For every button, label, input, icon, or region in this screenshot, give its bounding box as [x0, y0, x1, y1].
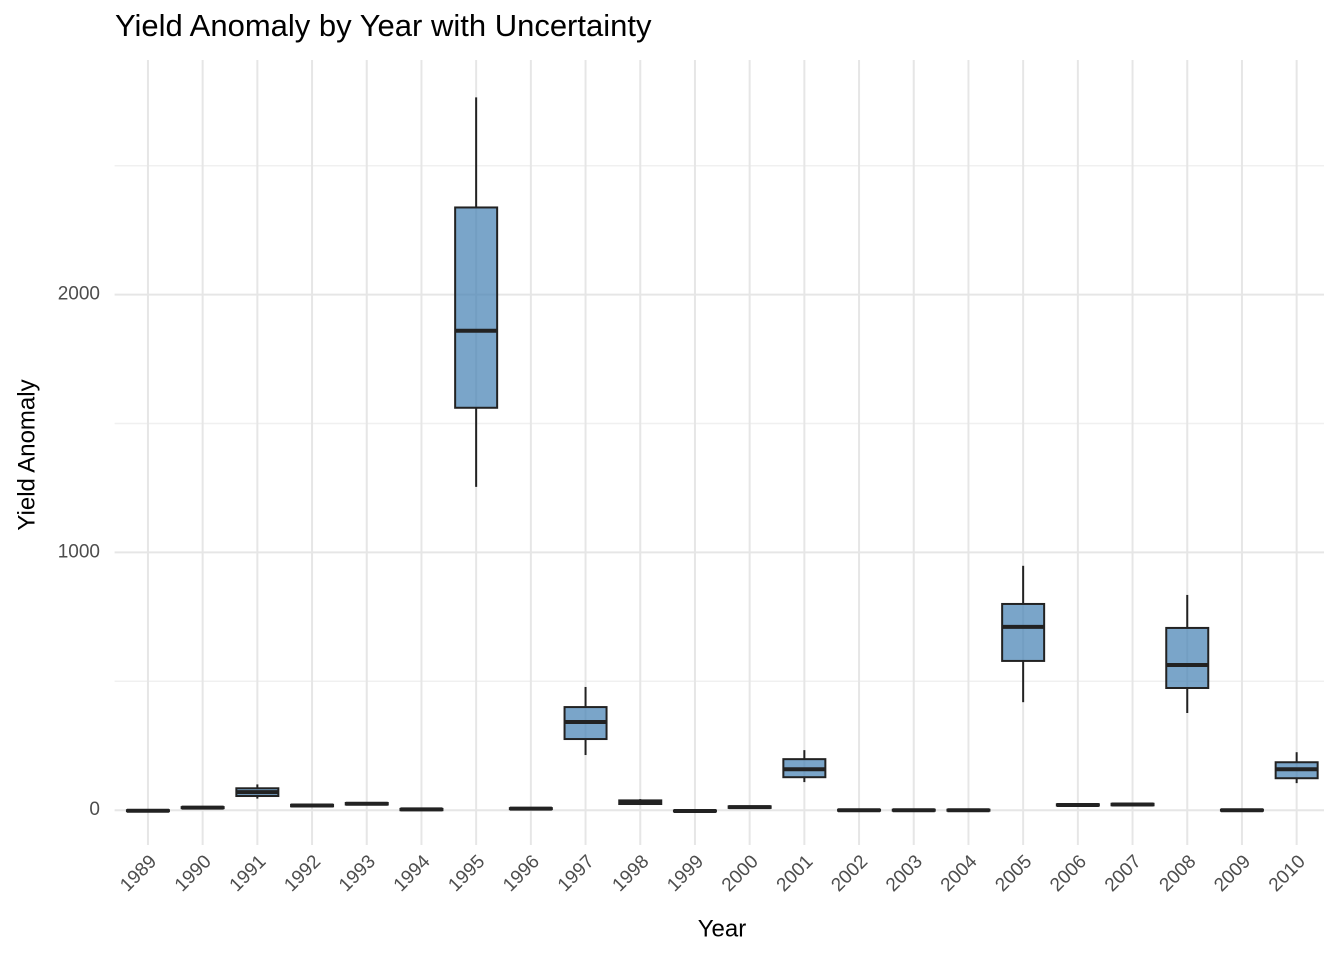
x-tick-label: 1991	[226, 851, 271, 896]
x-tick-label: 2004	[937, 851, 982, 896]
x-tick-label: 2003	[882, 851, 927, 896]
chart-title: Yield Anomaly by Year with Uncertainty	[115, 8, 652, 43]
box	[1165, 626, 1210, 689]
x-axis-title: Year	[698, 915, 747, 942]
x-tick-label: 2005	[991, 851, 1036, 896]
x-tick-label: 1996	[499, 851, 544, 896]
x-tick-label: 2006	[1046, 851, 1091, 896]
x-tick-label: 2002	[827, 851, 872, 896]
x-tick-label: 1997	[554, 851, 599, 896]
x-tick-label: 2010	[1265, 851, 1310, 896]
y-tick-label: 0	[89, 799, 100, 820]
x-tick-label: 1990	[171, 851, 216, 896]
x-tick-label: 2008	[1156, 851, 1201, 896]
x-tick-label: 1999	[663, 851, 708, 896]
box	[454, 206, 499, 409]
y-axis-title: Yield Anomaly	[13, 379, 40, 530]
x-tick-label: 1989	[116, 851, 161, 896]
x-tick-label: 1994	[390, 851, 435, 896]
x-tick-label: 2007	[1101, 851, 1146, 896]
x-tick-label: 2000	[718, 851, 763, 896]
x-tick-label: 1998	[609, 851, 654, 896]
y-tick-label: 1000	[58, 541, 100, 562]
y-tick-label: 2000	[58, 284, 100, 305]
x-tick-label: 2001	[773, 851, 818, 896]
x-tick-label: 1995	[444, 851, 489, 896]
x-tick-label: 1993	[335, 851, 380, 896]
box	[1001, 602, 1046, 662]
x-tick-label: 2009	[1210, 851, 1255, 896]
x-tick-label: 1992	[280, 851, 325, 896]
